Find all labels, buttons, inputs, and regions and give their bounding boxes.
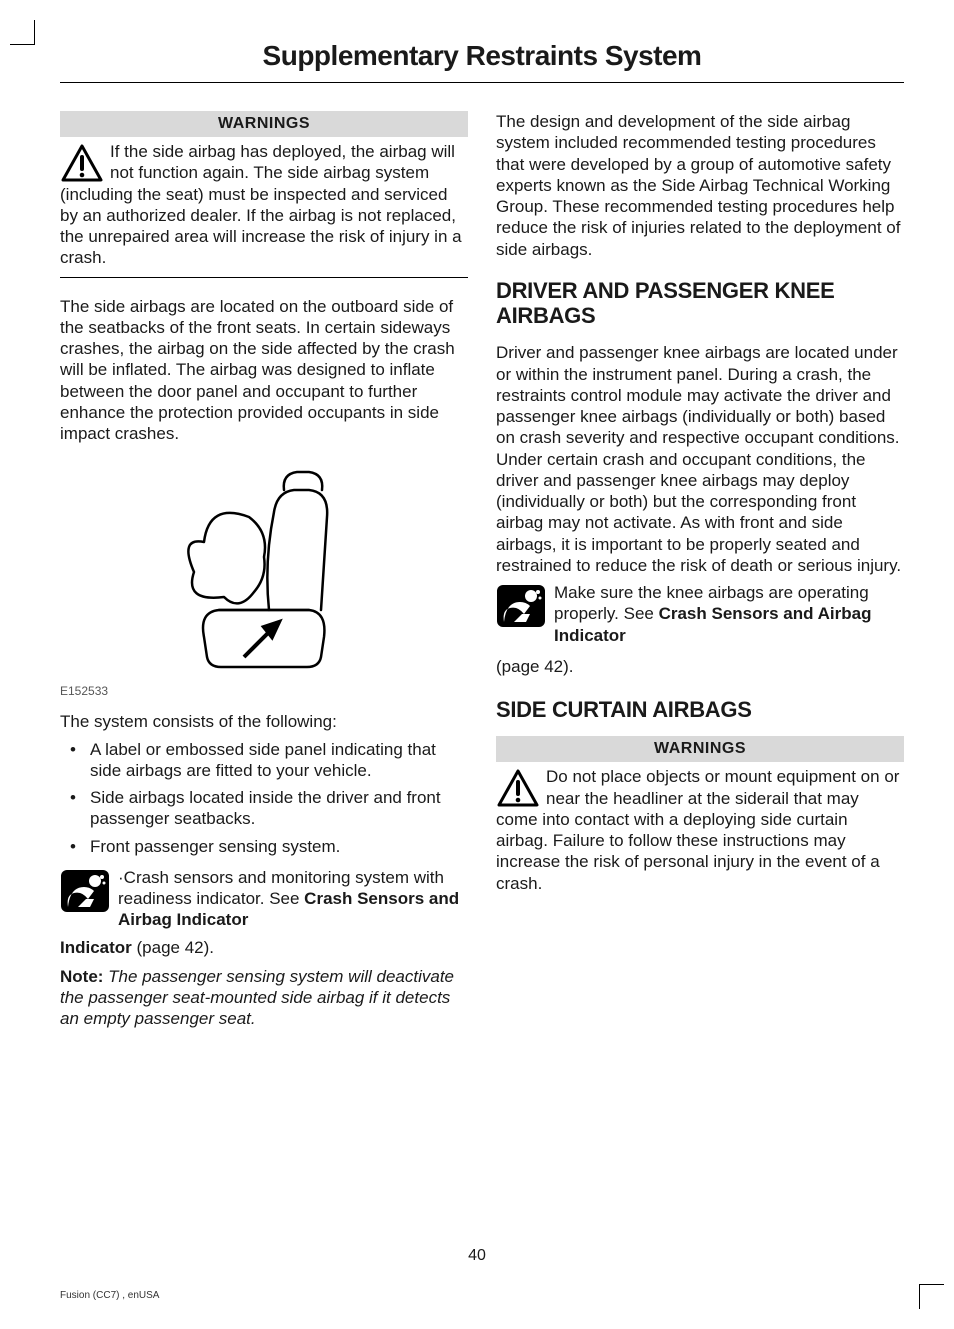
info-block: ·Crash sensors and monitoring system wit… bbox=[60, 867, 468, 937]
warning-block: If the side airbag has deployed, the air… bbox=[60, 141, 468, 269]
warnings-header: WARNINGS bbox=[496, 736, 904, 762]
list-item: A label or embossed side panel indicatin… bbox=[60, 739, 468, 782]
warning-block: Do not place objects or mount equipment … bbox=[496, 766, 904, 894]
left-column: WARNINGS If the side airbag has deployed… bbox=[60, 111, 468, 1036]
warning-triangle-icon bbox=[496, 768, 540, 808]
warnings-header: WARNINGS bbox=[60, 111, 468, 137]
doc-footer: Fusion (CC7) , enUSA bbox=[60, 1290, 159, 1301]
body-paragraph: The design and development of the side a… bbox=[496, 111, 904, 260]
list-item: Side airbags located inside the driver a… bbox=[60, 787, 468, 830]
note-body: The passenger sensing system will deacti… bbox=[60, 967, 454, 1029]
crop-mark bbox=[10, 20, 35, 45]
section-heading: DRIVER AND PASSENGER KNEE AIRBAGS bbox=[496, 278, 904, 329]
seat-airbag-figure bbox=[149, 462, 379, 682]
airbag-person-icon bbox=[496, 584, 546, 628]
knee-post: (page 42). bbox=[496, 656, 904, 677]
crop-mark bbox=[919, 1284, 944, 1309]
note-paragraph: Note: The passenger sensing system will … bbox=[60, 966, 468, 1030]
info-block: Make sure the knee airbags are operating… bbox=[496, 582, 904, 652]
list-item: Front passenger sensing system. bbox=[60, 836, 468, 857]
bullet-list: A label or embossed side panel indicatin… bbox=[60, 739, 468, 857]
page-ref: (page 42). bbox=[132, 938, 214, 957]
separator bbox=[60, 277, 468, 278]
right-column: The design and development of the side a… bbox=[496, 111, 904, 1036]
airbag-person-icon bbox=[60, 869, 110, 913]
note-label: Note: bbox=[60, 967, 103, 986]
warning-text: If the side airbag has deployed, the air… bbox=[60, 142, 462, 267]
crash-sensors-text: ·Crash sensors and monitoring system wit… bbox=[60, 867, 468, 931]
system-intro: The system consists of the following: bbox=[60, 711, 468, 732]
warning-text: Do not place objects or mount equipment … bbox=[496, 767, 899, 892]
knee-airbag-text: Make sure the knee airbags are operating… bbox=[496, 582, 904, 646]
indicator-word: Indicator bbox=[60, 938, 132, 957]
crash-sensors-post: Indicator (page 42). bbox=[60, 937, 468, 958]
warning-triangle-icon bbox=[60, 143, 104, 183]
page-title: Supplementary Restraints System bbox=[60, 40, 904, 83]
page-number: 40 bbox=[0, 1247, 954, 1265]
content-columns: WARNINGS If the side airbag has deployed… bbox=[60, 111, 904, 1036]
body-paragraph: Driver and passenger knee airbags are lo… bbox=[496, 342, 904, 576]
figure-label: E152533 bbox=[60, 684, 468, 699]
section-heading: SIDE CURTAIN AIRBAGS bbox=[496, 697, 904, 722]
body-paragraph: The side airbags are located on the outb… bbox=[60, 296, 468, 445]
